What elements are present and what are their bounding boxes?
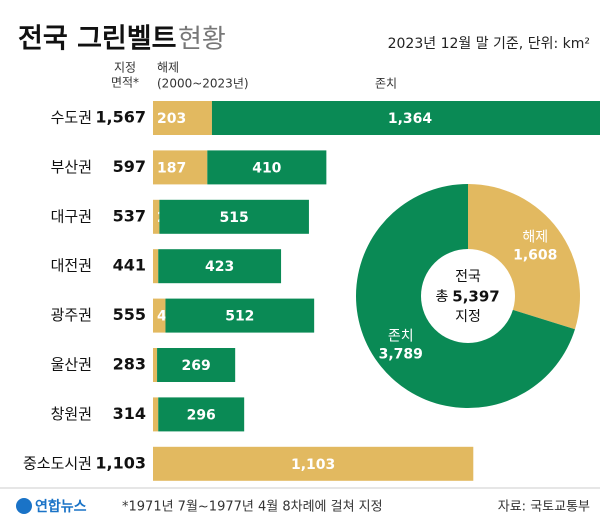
series-note: (2000~2023년) xyxy=(157,77,249,91)
series-header: 존치 xyxy=(375,77,397,91)
bar-segment xyxy=(153,199,160,234)
total-label: 314 xyxy=(113,404,146,423)
bar-segment xyxy=(157,348,236,382)
bar-segment xyxy=(211,101,600,135)
value-label: 410 xyxy=(252,160,281,176)
bar-segment xyxy=(158,397,245,432)
total-label: 1,103 xyxy=(95,453,146,472)
value-label: 203 xyxy=(157,111,186,127)
donut-hole xyxy=(421,249,515,343)
center-bottom: 지정 xyxy=(455,309,481,325)
logo: 연합뉴스 xyxy=(35,498,87,515)
center-total: 5,397 xyxy=(452,288,499,306)
center-top: 전국 xyxy=(455,269,481,285)
totals-header: 면적* xyxy=(111,76,139,90)
category-label: 광주권 xyxy=(51,306,92,324)
totals-header: 지정 xyxy=(114,61,136,75)
category-label: 중소도시권 xyxy=(23,454,92,472)
bar-segment xyxy=(165,298,315,333)
bar-segment xyxy=(159,199,309,234)
category-label: 대전권 xyxy=(51,257,92,275)
footnote: *1971년 7월~1977년 4월 8차례에 걸쳐 지정 xyxy=(122,500,383,515)
bar-segment xyxy=(153,150,208,185)
category-label: 수도권 xyxy=(51,109,92,127)
category-label: 울산권 xyxy=(51,356,92,374)
bar-segment xyxy=(153,298,166,333)
bar-segment xyxy=(207,150,327,185)
value-label: 296 xyxy=(187,407,216,423)
value-label: 187 xyxy=(157,160,186,176)
category-label: 창원권 xyxy=(51,405,92,423)
slice-name: 존치 xyxy=(388,329,414,345)
bar-segment xyxy=(153,446,474,481)
series-header: 해제 xyxy=(157,61,179,75)
value-label: 1,364 xyxy=(388,111,433,127)
bar-segment xyxy=(153,101,212,135)
category-label: 대구권 xyxy=(51,207,92,225)
value-label: 269 xyxy=(182,358,211,374)
total-label: 537 xyxy=(113,206,146,225)
total-label: 441 xyxy=(113,256,146,275)
slice-value: 3,789 xyxy=(379,347,423,363)
value-label: 515 xyxy=(220,210,249,226)
category-label: 부산권 xyxy=(51,158,92,176)
value-label: 1,103 xyxy=(291,457,335,473)
title: 전국 그린벨트 xyxy=(18,24,176,55)
slice-value: 1,608 xyxy=(513,247,557,263)
bar-segment xyxy=(158,249,282,284)
bar-segment xyxy=(153,397,159,432)
total-label: 283 xyxy=(113,355,146,374)
source: 자료: 국토교통부 xyxy=(498,500,590,515)
slice-name: 해제 xyxy=(522,229,548,245)
value-label: 423 xyxy=(205,259,234,275)
title-suffix: 현황 xyxy=(178,25,226,55)
center-prefix: 총 xyxy=(436,289,449,305)
value-label: 512 xyxy=(225,309,254,325)
logo-icon xyxy=(16,498,32,514)
subtitle: 2023년 12월 말 기준, 단위: km² xyxy=(388,36,590,52)
bar-segment xyxy=(153,249,159,284)
total-label: 1,567 xyxy=(95,108,146,127)
total-label: 597 xyxy=(113,157,146,176)
total-label: 555 xyxy=(113,305,146,324)
bar-segment xyxy=(153,348,158,382)
